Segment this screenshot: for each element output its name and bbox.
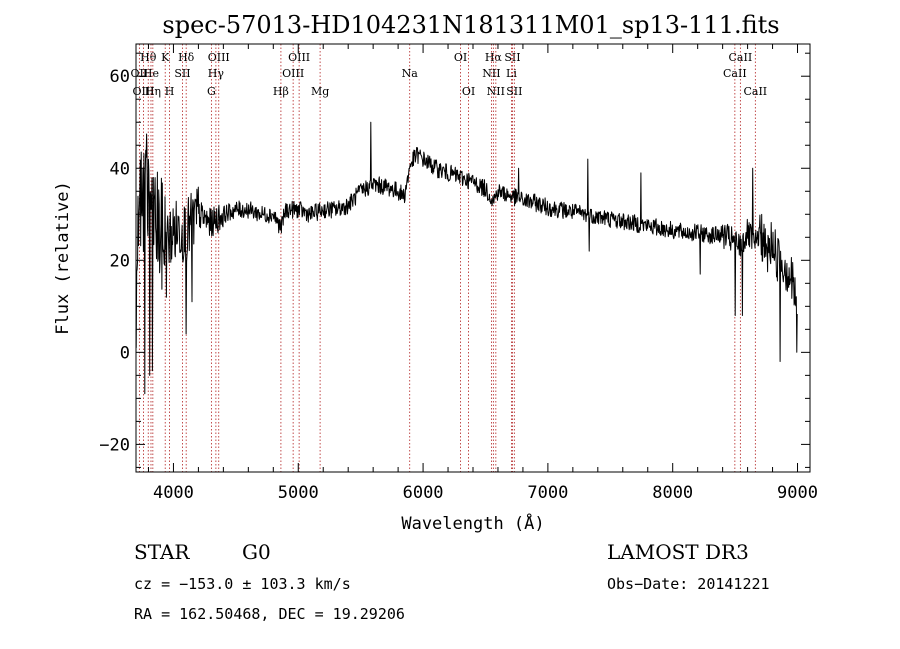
line-marker-label: Hδ <box>178 51 195 64</box>
line-marker-label: Li <box>506 67 517 80</box>
line-marker-label: NII <box>482 67 500 80</box>
chart-title: spec-57013-HD104231N181311M01_sp13-111.f… <box>162 11 779 39</box>
observation-date: Obs−Date: 20141221 <box>607 575 770 593</box>
line-marker-label: OIII <box>288 51 310 64</box>
object-subclass: G0 <box>242 540 271 564</box>
line-marker-label: CaII <box>729 51 753 64</box>
line-marker-label: SII <box>174 67 190 80</box>
x-tick-label: 5000 <box>278 483 319 503</box>
line-marker-label: SII <box>506 85 522 98</box>
line-marker-label: SII <box>504 51 520 64</box>
x-tick-label: 4000 <box>153 483 194 503</box>
y-tick-label: 0 <box>120 343 130 363</box>
coordinates: RA = 162.50468, DEC = 19.29206 <box>134 605 405 623</box>
line-marker-label: Mg <box>311 85 329 98</box>
x-axis-label: Wavelength (Å) <box>401 512 544 534</box>
line-marker-label: OIII <box>208 51 230 64</box>
line-marker-label: He <box>143 67 159 80</box>
line-marker-label: Na <box>402 67 419 80</box>
y-tick-label: −20 <box>99 435 130 455</box>
spectrum-line <box>135 121 798 395</box>
line-marker-label: Hθ <box>140 51 157 64</box>
line-marker-label: H <box>165 85 175 98</box>
line-marker-label: Hβ <box>273 85 289 98</box>
object-class: STAR <box>134 540 190 564</box>
x-tick-label: 7000 <box>527 483 568 503</box>
y-tick-label: 20 <box>110 251 130 271</box>
line-marker-label: CaII <box>743 85 767 98</box>
axis-ticks: 4000 5000 6000 7000 8000 9000 −20 0 20 40 60 <box>99 44 818 503</box>
y-axis-label: Flux (relative) <box>53 181 73 335</box>
line-marker-label: CaII <box>723 67 747 80</box>
line-marker-label: NII <box>487 85 505 98</box>
line-marker-label: OIII <box>282 67 304 80</box>
x-tick-label: 6000 <box>403 483 444 503</box>
spectrum-series <box>135 121 798 395</box>
redshift-velocity: cz = −153.0 ± 103.3 km/s <box>134 575 351 593</box>
x-tick-label: 9000 <box>777 483 818 503</box>
y-tick-label: 60 <box>110 67 130 87</box>
y-tick-label: 40 <box>110 159 130 179</box>
line-marker-label: Hα <box>485 51 503 64</box>
x-tick-label: 8000 <box>652 483 693 503</box>
line-marker-label: OIII <box>132 85 154 98</box>
line-marker-label: Hη <box>145 85 161 98</box>
survey-name: LAMOST DR3 <box>607 540 749 564</box>
line-marker-label: G <box>207 85 216 98</box>
line-marker-label: OI <box>462 85 475 98</box>
line-marker-label: K <box>161 51 170 64</box>
line-marker-label: Hγ <box>208 67 225 80</box>
line-marker-label: OI <box>454 51 467 64</box>
plot-frame <box>135 43 811 473</box>
